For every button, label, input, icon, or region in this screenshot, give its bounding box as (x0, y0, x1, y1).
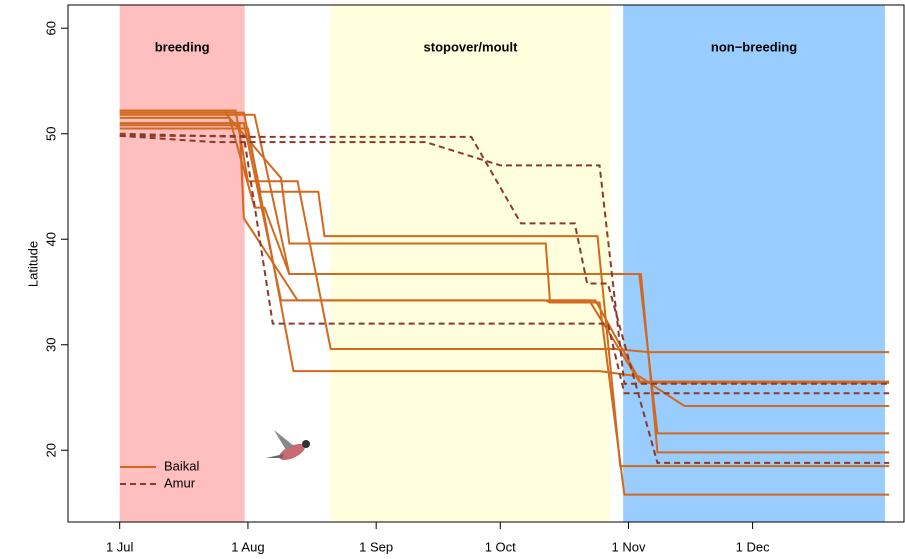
period-band (120, 5, 245, 522)
y-tick-label: 60 (43, 21, 58, 35)
y-tick-label: 50 (43, 126, 58, 140)
y-axis-label: Latitude (25, 241, 40, 287)
period-label: non−breeding (711, 39, 797, 54)
x-tick-label: 1 Jul (106, 539, 134, 554)
x-tick-label: 1 Aug (231, 539, 264, 554)
period-label: stopover/moult (424, 39, 519, 54)
x-tick-label: 1 Oct (485, 539, 516, 554)
chart: Latitude breeding stopover/moult non−breed… (0, 0, 905, 559)
period-label: breeding (155, 39, 210, 54)
period-band (623, 5, 885, 522)
x-tick-label: 1 Dec (736, 539, 770, 554)
x-tick-label: 1 Nov (612, 539, 646, 554)
y-tick-label: 30 (43, 338, 58, 352)
period-band (331, 5, 611, 522)
periods (120, 5, 885, 522)
x-tick-label: 1 Sep (359, 539, 393, 554)
y-tick-label: 20 (43, 443, 58, 457)
bird-icon (266, 430, 310, 463)
legend-label: Baikal (164, 458, 200, 473)
y-tick-label: 40 (43, 232, 58, 246)
legend-label: Amur (164, 475, 196, 490)
